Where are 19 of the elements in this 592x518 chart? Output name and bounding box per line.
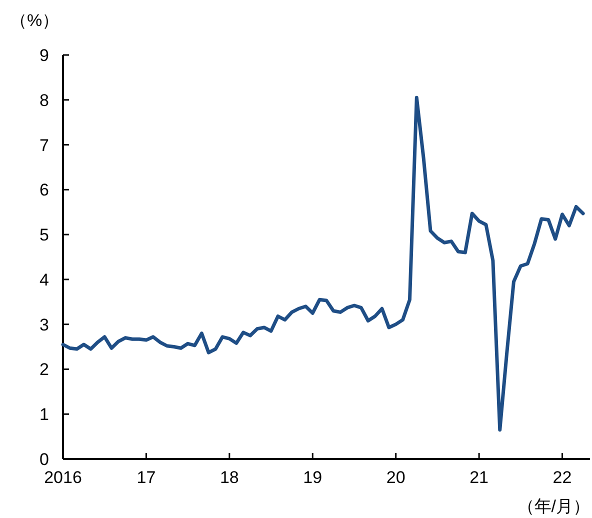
y-axis-title: （%） [10,11,60,30]
y-tick-label: 3 [40,315,49,334]
x-axis-title: （年/月） [517,497,590,516]
x-tick-label: 2016 [44,468,82,487]
y-tick-label: 8 [40,90,49,110]
y-tick-label: 1 [40,405,49,424]
y-tick-label: 5 [40,226,49,245]
x-tick-label: 19 [303,468,322,487]
y-tick-label: 0 [40,450,49,469]
x-tick-label: 18 [220,468,239,487]
x-tick-label: 20 [386,468,406,487]
y-tick-label: 4 [40,270,49,290]
y-tick-label: 2 [40,360,49,380]
y-tick-label: 6 [40,180,49,200]
y-tick-label: 7 [40,136,49,155]
x-tick-label: 21 [470,468,489,487]
x-tick-label: 22 [552,468,572,487]
y-tick-label: 9 [40,46,49,65]
x-tick-label: 17 [136,468,156,487]
